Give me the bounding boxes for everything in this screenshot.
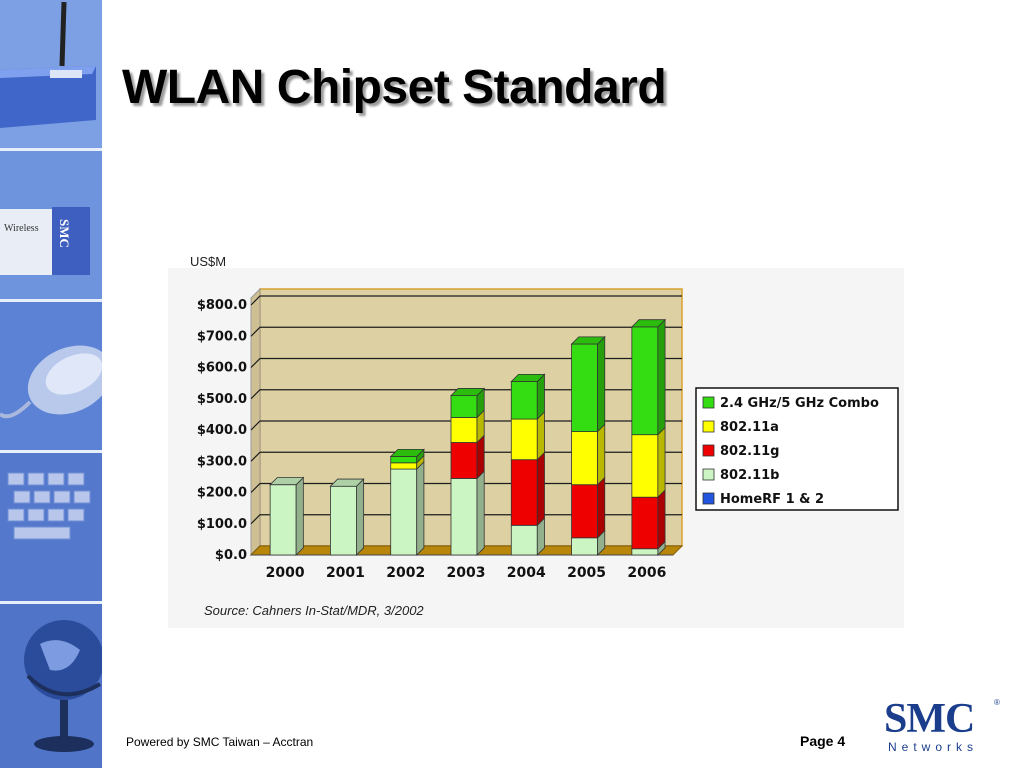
logo-sub: Networks: [888, 740, 979, 754]
legend-label: 2.4 GHz/5 GHz Combo: [720, 396, 879, 411]
legend-swatch: [702, 468, 715, 481]
card-brand: SMC: [57, 219, 72, 248]
y-tick-label: $100.0: [197, 517, 247, 532]
x-tick-label: 2002: [386, 565, 425, 581]
bar-segment: [571, 343, 598, 432]
x-tick-label: 2004: [507, 565, 546, 581]
bar-segment: [330, 485, 357, 556]
x-tick-label: 2000: [266, 565, 305, 581]
bar-segment-side: [657, 318, 666, 436]
bar-top-cap: [329, 478, 365, 487]
y-gridline: [250, 326, 682, 337]
bar-segment: [571, 484, 598, 539]
legend-box: [695, 387, 899, 511]
bar-segment: [631, 548, 659, 556]
legend-label: HomeRF 1 & 2: [720, 492, 824, 507]
bar-segment: [631, 434, 659, 498]
bar-segment-side: [356, 478, 365, 556]
bar-segment-side: [416, 460, 425, 556]
bar-segment-side: [476, 470, 485, 556]
router-image: [0, 0, 102, 151]
bar-top-cap: [389, 448, 425, 457]
bar-segment: [450, 478, 478, 556]
x-tick-label: 2003: [447, 565, 486, 581]
globe-image: [0, 604, 102, 768]
wireless-card-image: Wireless SMC: [0, 151, 102, 302]
bar-segment-side: [536, 373, 545, 421]
y-tick-label: $300.0: [197, 454, 247, 469]
x-tick-label: 2005: [567, 565, 606, 581]
bar-top-cap: [450, 388, 486, 397]
y-unit-label: US$M: [190, 254, 227, 269]
logo-registered-mark: ®: [994, 698, 1000, 707]
y-tick-label: $700.0: [197, 329, 247, 344]
bar-segment: [390, 468, 418, 556]
bar-segment-side: [657, 426, 666, 499]
logo-main: SMC: [884, 696, 975, 742]
legend-swatch: [702, 420, 715, 433]
bar-segment: [510, 381, 538, 420]
bar-segment-side: [597, 423, 606, 486]
bar-segment: [390, 456, 418, 464]
stacked-bar-chart: $0.0 $100.0 $200.0 $300.0 $400.0 $500.0 $600.0…: [197, 287, 899, 581]
y-tick-label: $600.0: [197, 361, 247, 376]
y-tick-label: $800.0: [197, 298, 247, 313]
bar-segment-side: [657, 489, 666, 550]
bar-segment: [450, 417, 478, 443]
sidebar-decoration: Wireless SMC: [0, 0, 102, 768]
bar-segment-side: [536, 410, 545, 461]
y-tick-label: $400.0: [197, 423, 247, 438]
mouse-image: [0, 302, 102, 453]
bar-top-cap: [269, 477, 305, 486]
bar-segment: [450, 442, 478, 479]
smc-networks-logo: SMC ® Networks: [884, 698, 1002, 756]
y-gridline: [250, 295, 682, 306]
y-tick-label: $200.0: [197, 486, 247, 501]
keyboard-image: [0, 453, 102, 604]
card-text: Wireless: [4, 223, 39, 234]
bar-segment: [510, 524, 538, 556]
bar-segment: [631, 496, 659, 550]
bar-segment: [390, 462, 418, 470]
bar-top-cap: [570, 336, 606, 345]
legend-label: 802.11b: [720, 468, 779, 483]
bar-top-cap: [510, 373, 546, 382]
bar-segment: [571, 537, 598, 556]
y-gridline: [250, 357, 682, 368]
legend-label: 802.11g: [720, 444, 779, 459]
page-title: WLAN Chipset Standard: [122, 61, 667, 114]
bar-segment-side: [597, 335, 606, 433]
legend-label: 802.11a: [720, 420, 779, 435]
bar-segment: [571, 431, 598, 486]
x-tick-label: 2006: [627, 565, 666, 581]
bar-segment: [631, 326, 659, 436]
bar-segment-side: [597, 476, 606, 539]
bar-segment: [510, 418, 538, 461]
bar-segment: [510, 459, 538, 526]
y-tick-label: $500.0: [197, 392, 247, 407]
footer-credit: Powered by SMC Taiwan – Acctran: [126, 735, 314, 749]
bar-segment: [269, 484, 297, 556]
legend-swatch: [702, 444, 715, 457]
x-tick-label: 2001: [326, 565, 365, 581]
page-number: Page 4: [800, 733, 846, 749]
bar-segment-side: [536, 451, 545, 527]
bar-top-cap: [630, 319, 667, 328]
legend-swatch: [702, 492, 715, 505]
source-note: Source: Cahners In-Stat/MDR, 3/2002: [204, 603, 424, 618]
y-tick-label: $0.0: [215, 548, 247, 563]
legend-swatch: [702, 396, 715, 409]
bar-segment-side: [295, 476, 304, 556]
bar-segment: [450, 395, 478, 418]
